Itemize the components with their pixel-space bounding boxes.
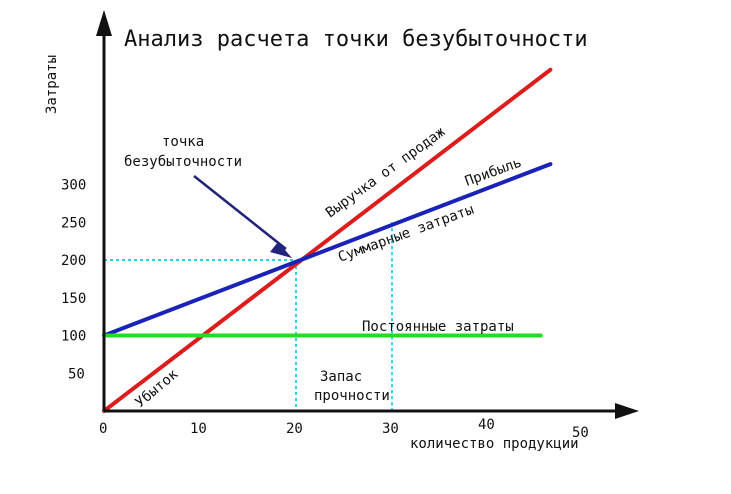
y-tick-label: 50 (68, 366, 85, 382)
revenue-line (102, 67, 553, 413)
total_costs-line (102, 162, 553, 338)
breakeven-arrow-head (270, 242, 292, 258)
revenue-line-label: Выручка от продаж (323, 124, 449, 222)
x-tick-label: 40 (478, 417, 495, 433)
x-axis-arrow (615, 403, 639, 419)
safety-margin-label-line2: прочности (314, 388, 390, 404)
y-axis-arrow (96, 10, 112, 36)
axes (96, 10, 639, 419)
y-tick-label: 300 (61, 178, 86, 194)
axis-ticks: 0 10 20 30 40 50 50 100 150 200 250 300 (61, 178, 589, 442)
y-tick-label: 250 (61, 215, 86, 231)
y-tick-label: 200 (61, 253, 86, 269)
breakeven-annotation-line1: точка (162, 134, 204, 150)
total-costs-line-label: Суммарные затраты (336, 202, 476, 266)
x-tick-label: 0 (99, 421, 107, 437)
y-tick-label: 150 (61, 291, 86, 307)
chart-title: Анализ расчета точки безубыточности (124, 27, 588, 52)
x-tick-label: 30 (382, 421, 399, 437)
y-tick-label: 100 (61, 329, 86, 345)
safety-margin-label-line1: Запас (320, 369, 362, 385)
fixed-costs-line-label: Постоянные затраты (362, 319, 514, 335)
x-axis-label: количество продукции (410, 436, 579, 452)
breakeven-annotation-line2: безубыточности (124, 154, 242, 170)
series-lines (102, 67, 553, 413)
y-axis-label: Затраты (44, 55, 60, 114)
x-tick-label: 50 (572, 425, 589, 441)
reference-lines (104, 222, 393, 411)
breakeven-arrow (193, 175, 287, 250)
x-tick-label: 10 (190, 421, 207, 437)
x-tick-label: 20 (286, 421, 303, 437)
annotations: точка безубыточности Выручка от продаж С… (124, 124, 524, 411)
